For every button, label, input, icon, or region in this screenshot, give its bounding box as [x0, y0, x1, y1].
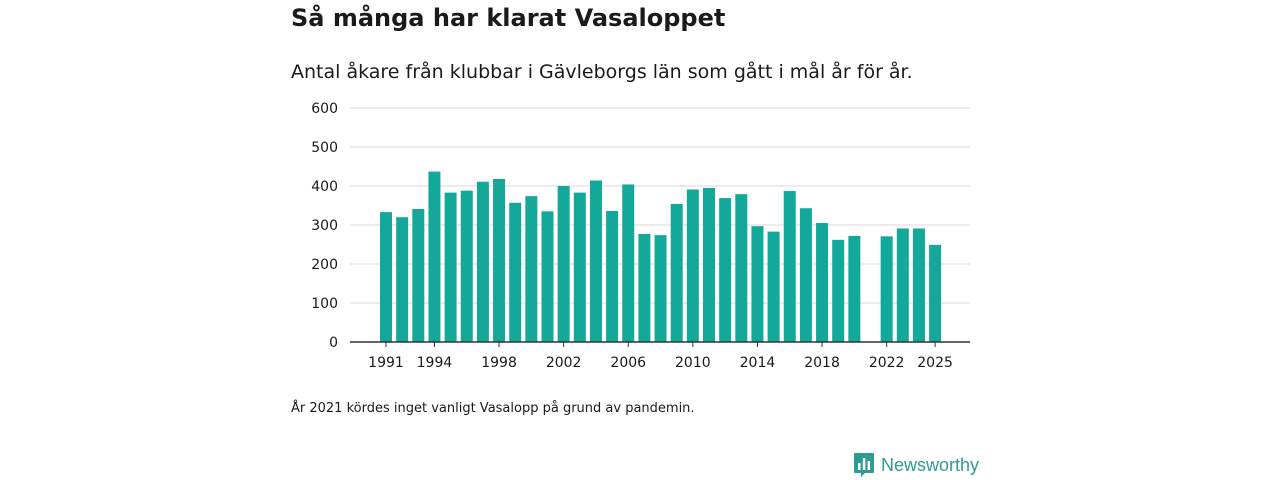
footnote: År 2021 kördes inget vanligt Vasalopp på… — [291, 401, 695, 416]
x-tick-label: 1991 — [368, 355, 404, 371]
bar-2012[interactable] — [719, 198, 732, 342]
chart-title: Så många har klarat Vasaloppet — [291, 4, 726, 32]
y-tick-label: 300 — [311, 218, 338, 234]
bar-1991[interactable] — [380, 212, 392, 342]
y-tick-label: 600 — [311, 101, 338, 117]
x-tick-label: 2002 — [546, 355, 582, 371]
bar-2007[interactable] — [638, 233, 651, 342]
bar-1993[interactable] — [412, 209, 425, 342]
bar-2004[interactable] — [589, 180, 602, 342]
bar-1999[interactable] — [509, 202, 522, 342]
bar-2010[interactable] — [686, 189, 699, 342]
x-tick-label: 2018 — [804, 355, 840, 371]
newsworthy-logo-icon — [854, 453, 874, 477]
bar-2014[interactable] — [751, 226, 764, 342]
bar-2020[interactable] — [848, 235, 861, 342]
bar-2025[interactable] — [929, 244, 942, 342]
chart-subtitle: Antal åkare från klubbar i Gävleborgs lä… — [291, 61, 913, 83]
bar-1997[interactable] — [476, 181, 489, 342]
bar-2000[interactable] — [525, 196, 538, 342]
bar-2005[interactable] — [606, 210, 619, 342]
bar-2009[interactable] — [670, 203, 683, 342]
bar-1995[interactable] — [444, 192, 457, 342]
x-tick-label: 1998 — [481, 355, 517, 371]
x-tick-label: 2014 — [740, 355, 776, 371]
bar-2008[interactable] — [654, 235, 667, 342]
bar-2013[interactable] — [735, 194, 748, 342]
bar-2015[interactable] — [767, 231, 780, 342]
x-tick-label: 1994 — [417, 355, 453, 371]
y-tick-label: 0 — [329, 335, 338, 351]
axes: 0 100 200 300 400 500 600 1991 1994 1998 2002 2006 2… — [311, 101, 970, 371]
bar-2002[interactable] — [557, 186, 570, 342]
x-tick-label: 2010 — [675, 355, 711, 371]
bar-2022[interactable] — [880, 236, 893, 342]
x-tick-label: 2025 — [917, 355, 953, 371]
y-tick-label: 100 — [311, 296, 338, 312]
bar-1992[interactable] — [396, 217, 409, 342]
x-tick-label: 2006 — [610, 355, 646, 371]
bar-2011[interactable] — [703, 187, 715, 342]
bar-1994[interactable] — [428, 171, 441, 342]
y-tick-label: 200 — [311, 257, 338, 273]
newsworthy-logo[interactable]: Newsworthy — [853, 451, 979, 479]
bar-2016[interactable] — [783, 191, 796, 342]
bar-1998[interactable] — [493, 178, 506, 342]
bar-1996[interactable] — [460, 190, 473, 342]
bar-2023[interactable] — [896, 228, 909, 342]
bar-2019[interactable] — [832, 239, 845, 342]
bar-2003[interactable] — [573, 192, 586, 342]
y-tick-label: 500 — [311, 140, 338, 156]
bar-2001[interactable] — [541, 211, 554, 342]
x-tick-label: 2022 — [869, 355, 905, 371]
newsworthy-brand-name: Newsworthy — [881, 454, 980, 475]
y-tick-label: 400 — [311, 179, 338, 195]
bar-2006[interactable] — [622, 184, 635, 342]
bar-2024[interactable] — [912, 228, 925, 342]
bar-2017[interactable] — [799, 208, 812, 342]
bars — [380, 171, 942, 342]
bar-2018[interactable] — [816, 223, 829, 342]
